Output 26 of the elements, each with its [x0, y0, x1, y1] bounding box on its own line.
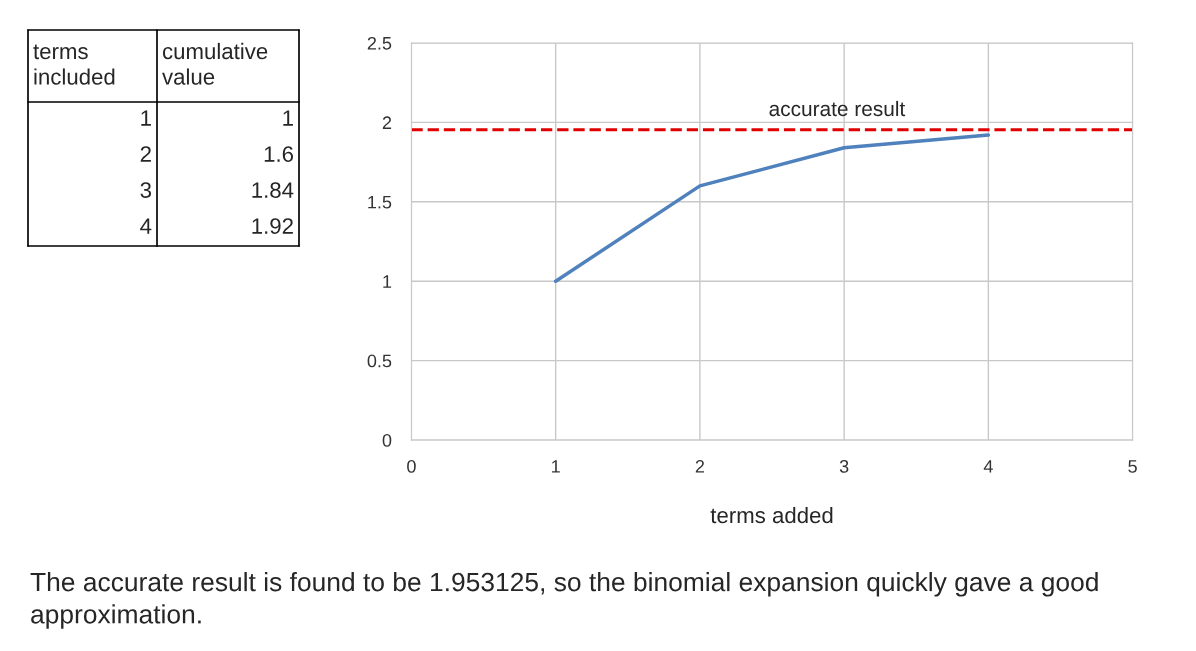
data-label: 1.84 — [252, 182, 294, 198]
data-label: 1.92 — [252, 218, 293, 234]
ref-line-label: accurate result — [769, 100, 906, 117]
y-tick-label: 2.5 — [367, 36, 392, 50]
data-label: 1.6 — [264, 146, 294, 162]
text: cumulative value — [162, 42, 268, 85]
text: terms included — [33, 44, 115, 85]
x-tick-label: 0 — [407, 460, 416, 473]
x-tick-label: 1 — [552, 460, 560, 473]
category-label: 3 — [140, 182, 152, 198]
y-tick-label: 1.5 — [368, 195, 392, 209]
category-label: 2 — [140, 146, 151, 162]
y-tick-label: 0 — [382, 434, 392, 447]
x-tick-label: 4 — [983, 460, 993, 473]
x-tick-label: 2 — [695, 460, 705, 473]
y-tick-label: 2 — [382, 116, 392, 129]
x-axis-title: terms added — [710, 506, 833, 524]
x-tick-label: 3 — [839, 460, 849, 473]
line-series — [553, 133, 991, 283]
x-tick-label: 5 — [1128, 460, 1137, 473]
category-label: 4 — [140, 218, 152, 234]
y-tick-label: 1 — [383, 275, 392, 288]
text: The accurate result is found to be 1.953125, so the binomial expansion quickly gave a good approximation. — [30, 572, 1098, 629]
y-tick-label: 0.5 — [367, 354, 392, 368]
data-label: 1 — [141, 110, 151, 126]
category-label: 1 — [283, 110, 293, 126]
